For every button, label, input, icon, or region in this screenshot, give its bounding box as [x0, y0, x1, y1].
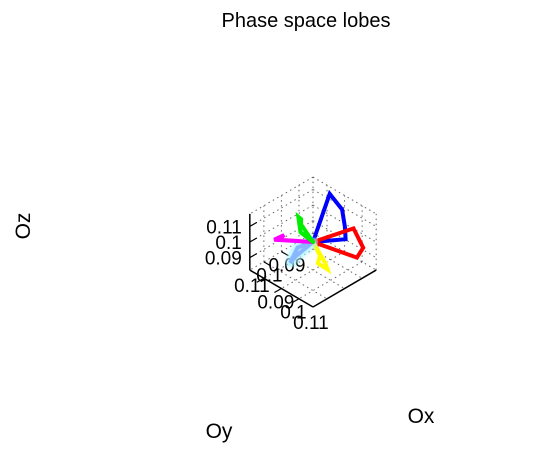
z-tick-label: 0.09: [205, 249, 242, 270]
y-axis-label: Oy: [206, 420, 233, 443]
z-tick-mark: [249, 237, 258, 243]
grid-line-y: [281, 251, 345, 289]
x-tick-mark: [291, 298, 300, 304]
lobe-6-line: [295, 211, 315, 244]
z-tick-label: 0.11: [206, 217, 242, 238]
x-tick-label: 0.11: [293, 313, 329, 334]
lobe-3-line: [311, 240, 332, 275]
grid-line-x: [281, 251, 345, 289]
grid-line-x: [298, 261, 363, 300]
grid-line-z: [312, 189, 377, 227]
lobe-4-line: [288, 240, 315, 265]
box-back-floor-edge: [249, 232, 314, 271]
grid-layer: [249, 176, 377, 300]
box-top-edge: [312, 176, 377, 215]
x-tick-mark: [256, 277, 265, 283]
grid-line-y: [263, 261, 328, 300]
lobe-2-line: [311, 225, 366, 261]
x-tick-label: 0.09: [257, 292, 294, 313]
x-axis-label: Ox: [408, 405, 435, 428]
lobe-5-line: [273, 233, 315, 244]
grid-line-z: [249, 204, 314, 243]
x-tick-label: 0.1: [280, 303, 306, 324]
z-tick-label: 0.1: [215, 233, 241, 254]
x-tick-mark: [274, 288, 282, 294]
y-tick-mark: [281, 251, 289, 257]
chart-title: Phase space lobes: [221, 10, 390, 32]
grid-line-z: [312, 204, 377, 243]
x-axis-line: [312, 269, 377, 308]
y-tick-label: 0.11: [234, 276, 270, 297]
y-tick-label: 0.1: [256, 266, 282, 287]
y-tick-mark: [263, 261, 272, 267]
z-axis-label: Oz: [12, 213, 35, 240]
grid-line-x: [263, 240, 328, 279]
grid-line-z: [249, 189, 314, 227]
box-top-edge: [249, 176, 314, 215]
grid-line-z: [249, 220, 314, 259]
z-tick-mark: [249, 253, 258, 259]
lobe-1-line: [311, 189, 348, 244]
box-back-floor-edge: [312, 232, 377, 271]
z-tick-mark: [249, 221, 258, 227]
series-layer: [273, 189, 366, 275]
grid-line-z: [312, 220, 377, 259]
grid-line-y: [298, 240, 363, 279]
